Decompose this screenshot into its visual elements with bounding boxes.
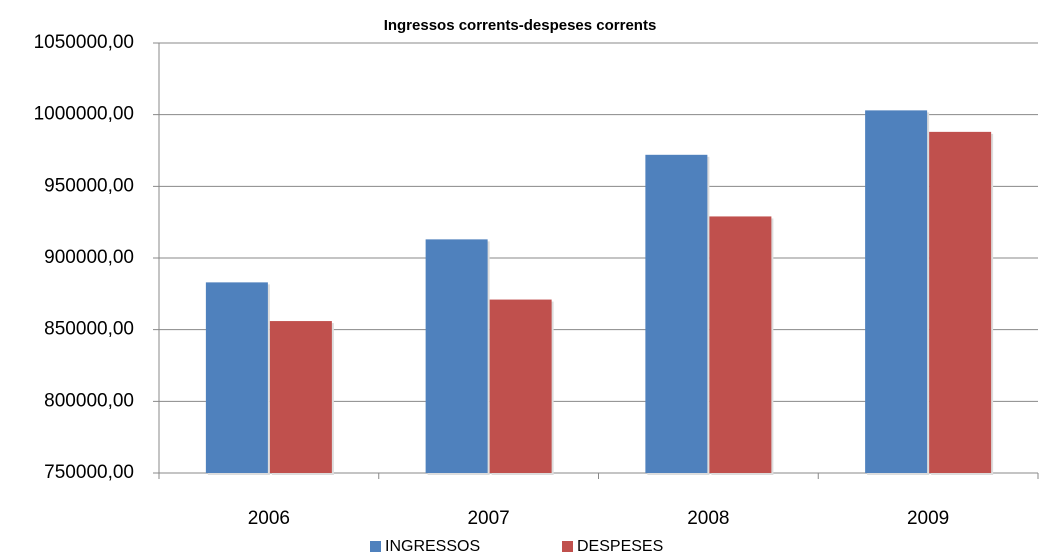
- bar: [205, 282, 268, 473]
- legend-swatch: [370, 541, 381, 552]
- bar: [489, 299, 552, 473]
- legend-swatch: [562, 541, 573, 552]
- bar: [929, 131, 992, 473]
- y-tick-label: 900000,00: [44, 247, 134, 268]
- y-tick-label: 750000,00: [44, 462, 134, 483]
- chart-title: Ingressos corrents-despeses corrents: [384, 17, 657, 34]
- y-tick-label: 800000,00: [44, 390, 134, 411]
- y-tick-label: 1000000,00: [34, 104, 134, 125]
- x-tick-label: 2008: [687, 508, 729, 529]
- legend-label: DESPESES: [577, 538, 663, 555]
- y-tick-label: 1050000,00: [34, 32, 134, 53]
- x-tick-label: 2009: [907, 508, 949, 529]
- bar: [709, 216, 772, 473]
- x-tick-label: 2006: [248, 508, 290, 529]
- legend-label: INGRESSOS: [385, 538, 480, 555]
- x-tick-label: 2007: [467, 508, 509, 529]
- bar: [865, 110, 928, 473]
- y-tick-label: 950000,00: [44, 175, 134, 196]
- y-tick-label: 850000,00: [44, 319, 134, 340]
- bar: [645, 154, 708, 474]
- bar: [269, 321, 332, 473]
- bar: [425, 239, 488, 473]
